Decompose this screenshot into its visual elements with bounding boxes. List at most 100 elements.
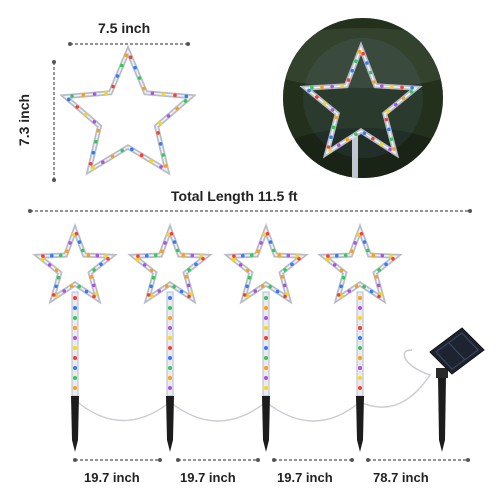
pole-led — [358, 296, 362, 300]
pole-led — [168, 386, 172, 390]
pole-led — [358, 356, 362, 360]
led-bulb — [246, 294, 250, 298]
pole-led — [168, 356, 172, 360]
led-bulb — [146, 293, 151, 297]
led-bulb — [54, 284, 58, 289]
led-bulb — [89, 275, 94, 279]
led-bulb — [153, 253, 158, 258]
led-bulb — [365, 61, 369, 65]
pole-led — [73, 306, 77, 310]
led-bulb — [96, 128, 101, 133]
led-bulb — [392, 147, 396, 151]
led-bulb — [262, 232, 267, 237]
led-bulb — [166, 232, 171, 237]
pole-led — [264, 386, 268, 390]
led-bulb — [238, 263, 243, 267]
led-bulb — [92, 120, 97, 124]
stake-star — [317, 222, 403, 305]
led-bulb — [106, 257, 110, 261]
led-bulb — [156, 131, 160, 135]
pole-led — [73, 356, 77, 360]
pole-led — [168, 326, 172, 330]
total-length-label: Total Length 11.5 ft — [171, 188, 298, 204]
led-bulb — [184, 94, 189, 98]
led-bulb — [329, 135, 333, 139]
led-bulb — [151, 275, 156, 280]
led-bulb — [84, 112, 88, 117]
led-bulb — [74, 232, 79, 236]
led-bulb — [186, 283, 191, 288]
led-bulb — [242, 293, 247, 297]
led-bulb — [54, 268, 59, 273]
ground-stake — [262, 396, 270, 452]
led-bulb — [268, 240, 273, 244]
led-bulb — [374, 275, 379, 279]
total-length-dimension-line — [28, 209, 472, 213]
solar-panel — [429, 327, 485, 452]
led-bulb — [285, 292, 289, 296]
led-bulb — [172, 284, 176, 289]
led-bulb — [69, 284, 74, 289]
spacing-dimension-line — [73, 458, 470, 462]
led-bulb — [339, 284, 343, 289]
led-bulb — [343, 253, 348, 258]
pole-led — [264, 306, 268, 310]
led-bulb — [259, 241, 263, 245]
led-bulb — [320, 85, 324, 89]
led-bulb — [371, 136, 375, 141]
led-bulb — [92, 92, 97, 96]
led-bulb — [77, 284, 81, 289]
led-bulb — [65, 249, 69, 254]
led-bulb — [354, 132, 358, 137]
led-bulb — [328, 148, 333, 153]
led-bulb — [149, 284, 153, 289]
led-bulb — [260, 284, 265, 289]
led-bulb — [199, 254, 203, 258]
led-bulb — [133, 65, 137, 70]
pole-led — [73, 296, 77, 300]
led-bulb — [330, 108, 335, 112]
led-bulb — [111, 84, 115, 89]
led-bulb — [365, 248, 370, 253]
led-bulb — [356, 232, 361, 237]
led-bulb — [283, 268, 287, 272]
star-light-2 — [127, 222, 213, 452]
led-bulb — [160, 249, 164, 254]
led-bulb — [201, 257, 205, 261]
led-bulb — [277, 253, 282, 257]
led-bulb — [339, 268, 344, 273]
led-bulb — [372, 80, 376, 84]
led-bulb — [362, 240, 367, 244]
led-bulb — [50, 253, 54, 258]
star-frame-highlight — [36, 227, 114, 301]
led-bulb — [139, 153, 144, 157]
led-bulb — [282, 283, 287, 288]
led-bulb — [149, 159, 154, 163]
led-bulb — [322, 101, 327, 106]
led-bulb — [56, 275, 61, 280]
led-bulb — [161, 92, 166, 97]
led-bulb — [41, 254, 45, 258]
pole-led — [358, 326, 362, 330]
ground-stake — [71, 396, 79, 452]
led-bulb — [280, 275, 285, 279]
solar-stake — [438, 376, 446, 452]
pole-led — [168, 296, 172, 300]
led-bulb — [169, 232, 174, 236]
led-bulb — [380, 84, 384, 88]
led-bulb — [388, 147, 392, 152]
photo-ground — [283, 128, 443, 178]
led-bulb — [187, 294, 191, 299]
pole-led — [168, 306, 172, 310]
pole-led — [264, 376, 268, 380]
pole-led — [264, 316, 268, 320]
led-bulb — [290, 262, 294, 267]
ground-stake — [356, 396, 364, 452]
height-dimension-line — [52, 60, 56, 182]
led-bulb — [249, 253, 254, 258]
led-bulb — [184, 275, 189, 279]
led-bulb — [340, 84, 345, 88]
led-bulb — [175, 248, 180, 253]
dimension-star — [59, 44, 197, 176]
led-bulb — [231, 257, 236, 262]
